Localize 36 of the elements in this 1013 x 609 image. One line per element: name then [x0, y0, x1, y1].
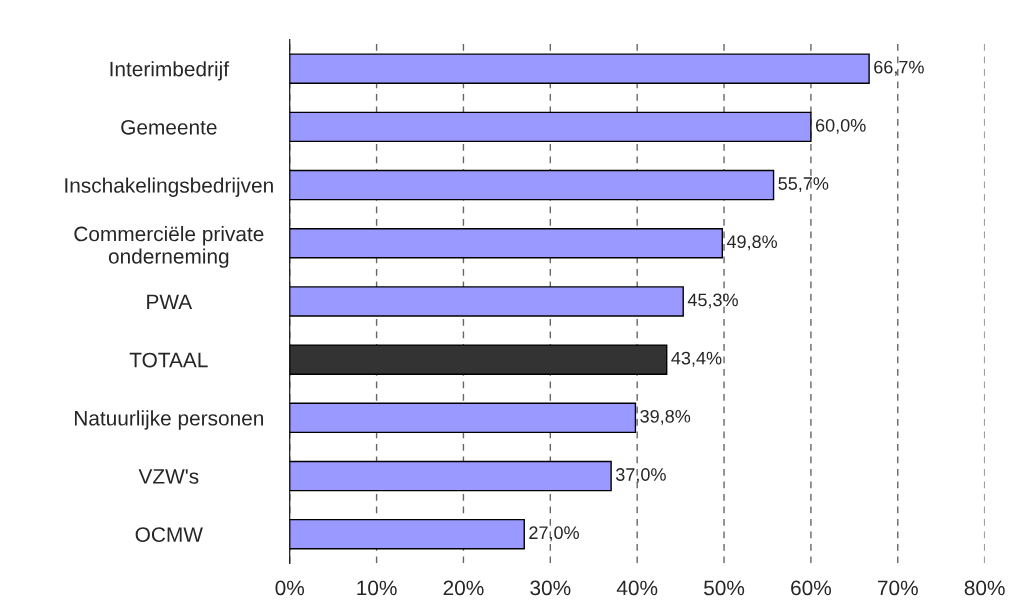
x-tick-label: 60% — [791, 580, 832, 596]
bar — [289, 344, 668, 375]
x-tick-label: 40% — [616, 580, 658, 596]
y-tick-label: OCMW — [135, 527, 203, 542]
x-tick-label: 0% — [275, 580, 305, 596]
data-label: 27,0% — [529, 526, 579, 542]
y-tick-label: Gemeente — [121, 119, 217, 135]
x-tick-label: 10% — [357, 580, 397, 596]
x-tick-label: 80% — [964, 580, 1005, 596]
bar — [289, 518, 525, 550]
data-label: 43,4% — [671, 351, 722, 367]
data-label: 49,8% — [726, 235, 778, 251]
x-tick-label: 30% — [530, 580, 571, 596]
data-label: 60,0% — [815, 118, 866, 134]
y-tick-label: Inschakelingsbedrijven — [65, 177, 273, 197]
bar — [289, 111, 812, 143]
data-label: 45,3% — [687, 293, 738, 309]
data-label: 37,0% — [615, 468, 666, 484]
bar — [289, 460, 612, 492]
data-label: 39,8% — [640, 409, 691, 425]
x-tick-label: 70% — [877, 580, 918, 596]
y-tick-label: Interimbedrijf — [110, 61, 230, 81]
bar — [289, 402, 637, 434]
bar — [289, 228, 723, 259]
y-tick-label: TOTAAL — [129, 352, 208, 368]
data-label: 66,7% — [874, 60, 924, 76]
y-tick-label: PWA — [147, 294, 193, 309]
y-tick-label: VZW's — [138, 469, 199, 484]
bar — [289, 169, 775, 201]
data-label: 55,7% — [778, 177, 829, 193]
y-tick-label: Natuurlijke personen — [74, 410, 264, 430]
bar — [289, 53, 870, 84]
x-tick-label: 20% — [443, 580, 484, 596]
x-tick-label: 50% — [704, 580, 745, 596]
y-tick-label: Commerciële private onderneming — [74, 226, 264, 268]
bar — [289, 286, 684, 317]
